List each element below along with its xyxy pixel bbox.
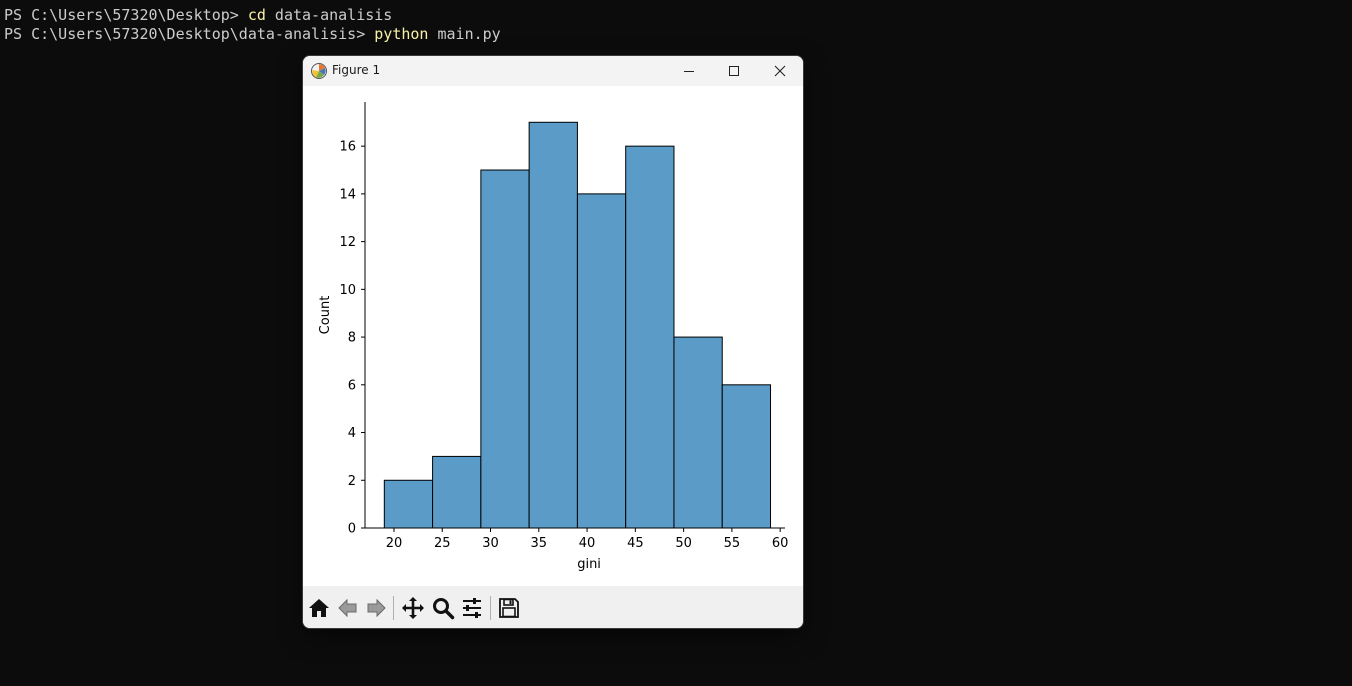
y-tick-label: 6 (348, 378, 356, 393)
histogram-bar (721, 384, 772, 529)
save-button[interactable] (495, 594, 523, 622)
x-tick-label: 50 (675, 536, 692, 551)
close-button[interactable] (757, 56, 803, 86)
terminal-command: cd (247, 6, 266, 24)
terminal-argument: main.py (428, 25, 501, 43)
x-tick-label: 25 (434, 536, 451, 551)
navigation-toolbar (303, 586, 803, 628)
configure-subplots-button[interactable] (458, 594, 486, 622)
terminal-output: PS C:\Users\57320\Desktop> cd data-anali… (4, 6, 501, 44)
back-button[interactable] (334, 594, 362, 622)
histogram-bar (576, 193, 627, 529)
forward-button[interactable] (362, 594, 390, 622)
maximize-icon (729, 66, 739, 76)
zoom-button[interactable] (429, 594, 457, 622)
terminal-prompt: PS C:\Users\57320\Desktop\data-analisis> (4, 25, 375, 43)
figure-window: Figure 1 20 25 30 35 40 45 50 55 60 0 2 4 6 8 10 12 14 16… (303, 56, 803, 628)
y-tick-label: 10 (339, 283, 356, 298)
x-tick-label: 35 (531, 536, 548, 551)
y-tick-label: 2 (348, 474, 356, 489)
histogram-bar (528, 121, 578, 529)
forward-icon (367, 598, 386, 618)
close-icon (774, 65, 786, 77)
maximize-button[interactable] (711, 56, 757, 86)
minimize-icon (684, 71, 694, 72)
histogram-chart: 20 25 30 35 40 45 50 55 60 0 2 4 6 8 10 12 14 16 gini Count (318, 102, 789, 572)
y-tick-label: 0 (348, 522, 356, 537)
x-axis-label: gini (577, 557, 601, 572)
terminal-argument: data-analisis (265, 6, 393, 24)
histogram-bar (673, 336, 723, 529)
terminal-command: python (374, 25, 429, 43)
minimize-button[interactable] (666, 56, 712, 86)
y-tick-label: 4 (348, 426, 356, 441)
pan-icon (402, 597, 424, 619)
y-tick-label: 16 (339, 140, 356, 155)
x-tick-label: 40 (579, 536, 596, 551)
plot-canvas[interactable]: 20 25 30 35 40 45 50 55 60 0 2 4 6 8 10 12 14 16 gini Count (303, 86, 803, 586)
x-tick-label: 45 (627, 536, 644, 551)
x-tick-label: 60 (772, 536, 789, 551)
window-titlebar[interactable]: Figure 1 (303, 56, 803, 86)
home-icon (309, 599, 329, 617)
pan-button[interactable] (399, 594, 427, 622)
toolbar-separator (393, 596, 394, 620)
x-tick-label: 30 (482, 536, 499, 551)
x-tick-label: 55 (724, 536, 741, 551)
histogram-bar (625, 145, 675, 529)
y-axis-label: Count (318, 296, 333, 335)
terminal-line: PS C:\Users\57320\Desktop> cd data-anali… (4, 6, 501, 25)
home-button[interactable] (305, 594, 333, 622)
terminal-prompt: PS C:\Users\57320\Desktop> (4, 6, 248, 24)
window-title: Figure 1 (332, 63, 381, 77)
back-icon (338, 598, 357, 618)
histogram-bar (432, 455, 482, 529)
save-icon (499, 598, 519, 618)
histogram-bar (383, 479, 434, 529)
configure-subplots-icon (463, 598, 481, 618)
terminal-line: PS C:\Users\57320\Desktop\data-analisis>… (4, 25, 501, 44)
toolbar-separator (490, 596, 491, 620)
y-tick-label: 14 (339, 187, 356, 202)
x-tick-label: 20 (386, 536, 403, 551)
matplotlib-icon (310, 62, 328, 80)
y-tick-label: 12 (339, 235, 356, 250)
zoom-icon (433, 598, 455, 620)
y-tick-label: 8 (348, 331, 356, 346)
histogram-bar (480, 169, 530, 529)
